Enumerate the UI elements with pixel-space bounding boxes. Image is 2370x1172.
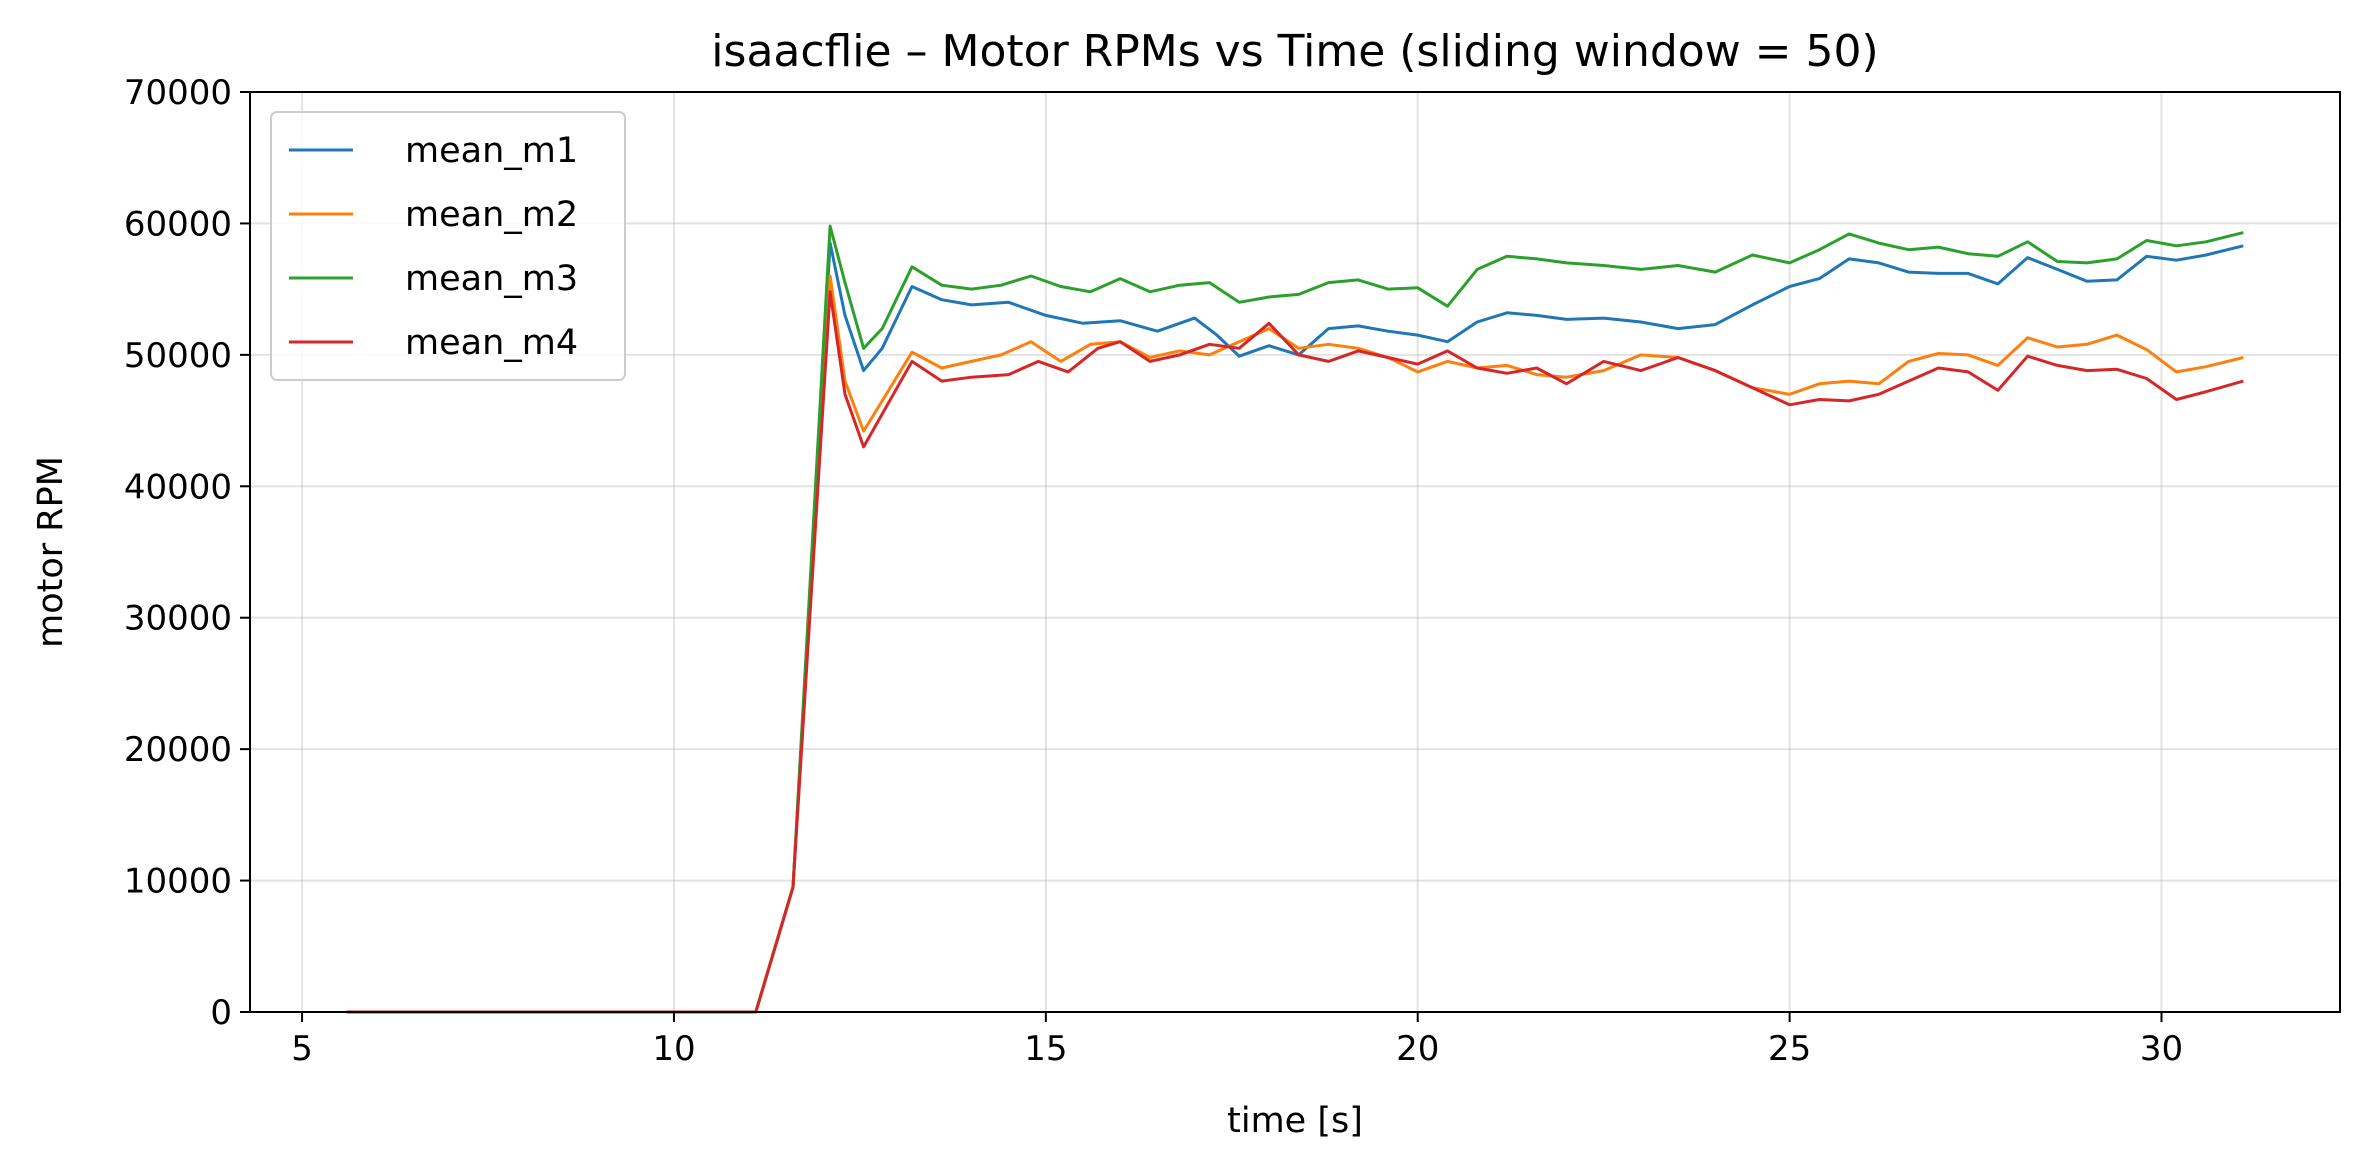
y-tick-label: 20000 [124, 730, 232, 770]
legend: mean_m1 mean_m2 mean_m3 mean_m4 [270, 111, 626, 381]
y-tick-label: 0 [210, 993, 232, 1033]
legend-label-mean_m4: mean_m4 [405, 323, 578, 363]
series-line-mean_m2 [346, 274, 2244, 1014]
series-line-mean_m1 [346, 241, 2244, 1014]
y-tick-label: 60000 [124, 204, 232, 244]
chart-title: isaacflie – Motor RPMs vs Time (sliding … [711, 26, 1878, 77]
y-tick-label: 10000 [124, 862, 232, 902]
y-axis-ticks: 0 10000 20000 30000 40000 50000 60000 70000 [124, 73, 250, 1033]
legend-box [270, 111, 626, 381]
series-line-mean_m3 [346, 224, 2244, 1014]
plot-frame [249, 91, 2341, 1013]
x-tick-label: 20 [1396, 1029, 1439, 1069]
x-tick-label: 30 [2140, 1029, 2183, 1069]
x-tick-label: 15 [1024, 1029, 1067, 1069]
series-line-mean_m4 [346, 290, 2244, 1014]
x-axis-label: time [s] [1227, 1101, 1363, 1141]
legend-label-mean_m1: mean_m1 [405, 131, 578, 171]
x-axis-ticks: 5 10 15 20 25 30 [291, 1012, 2183, 1069]
x-tick-label: 10 [652, 1029, 695, 1069]
x-tick-label: 25 [1768, 1029, 1811, 1069]
x-tick-label: 5 [291, 1029, 313, 1069]
y-tick-label: 70000 [124, 73, 232, 113]
legend-label-mean_m3: mean_m3 [405, 259, 578, 299]
y-tick-label: 30000 [124, 599, 232, 639]
y-tick-label: 50000 [124, 336, 232, 376]
legend-label-mean_m2: mean_m2 [405, 195, 578, 235]
y-tick-label: 40000 [124, 467, 232, 507]
y-axis-label: motor RPM [31, 456, 71, 648]
series-lines [346, 224, 2244, 1014]
